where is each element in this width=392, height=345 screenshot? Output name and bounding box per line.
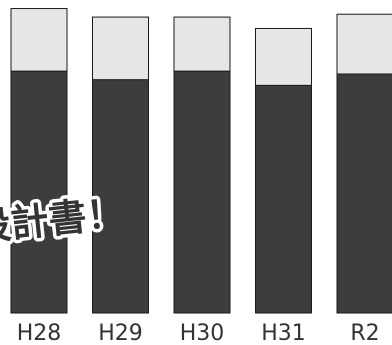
bar-segment-R2-lower <box>336 73 392 314</box>
x-tick-label: H28 <box>17 321 62 345</box>
bar-segment-H28-lower <box>10 70 68 314</box>
x-axis-ticks: H28 H29 H30 H31 R2 <box>17 321 380 345</box>
bar-segment-H31-upper <box>255 27 312 86</box>
x-tick-label: H31 <box>261 321 306 345</box>
x-tick-label: H30 <box>180 321 225 345</box>
x-tick-label: R2 <box>350 321 379 345</box>
bar-segment-H30-upper <box>173 16 231 72</box>
x-tick-label: H29 <box>98 321 143 345</box>
bar-segment-H28-upper <box>10 8 68 72</box>
bar-segment-H29-lower <box>92 79 149 314</box>
bar-segment-H29-upper <box>92 16 149 81</box>
bar-segment-R2-upper <box>336 13 392 75</box>
bar-segment-H30-lower <box>173 70 231 314</box>
bar-segment-H31-lower <box>255 84 312 314</box>
bar-group <box>10 8 392 314</box>
